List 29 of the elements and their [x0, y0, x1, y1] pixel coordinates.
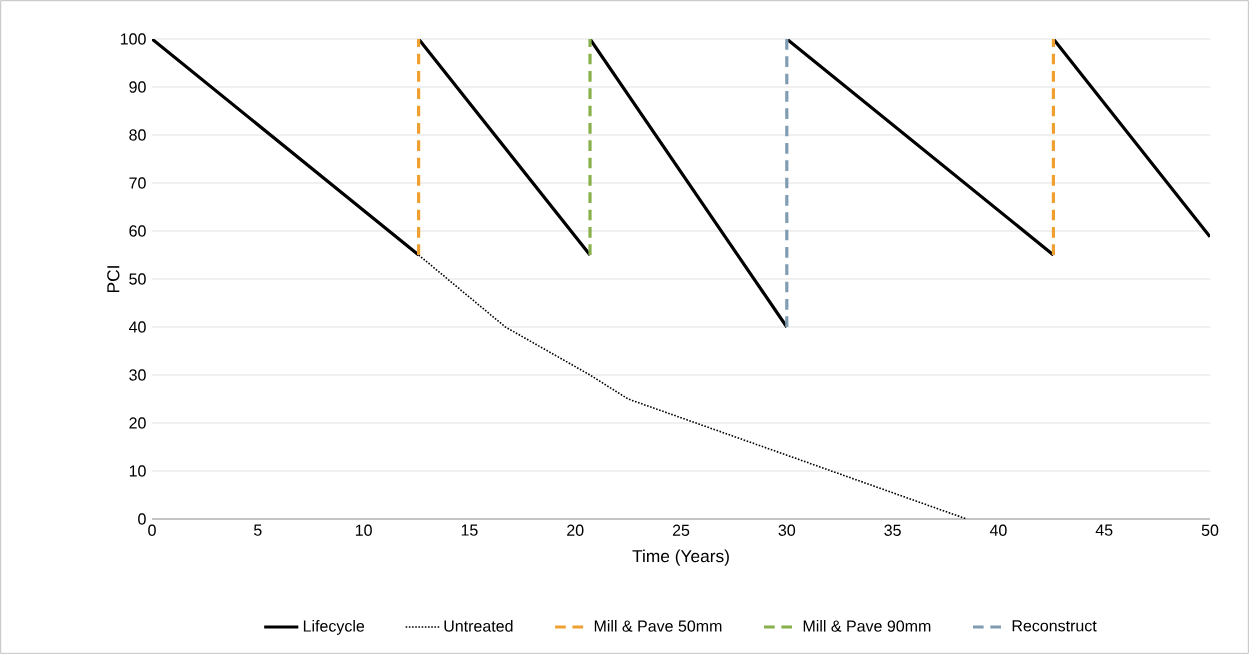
x-tick-label: 20	[567, 524, 584, 536]
y-tick-label: 100	[120, 33, 146, 45]
x-tick-label: 40	[989, 524, 1007, 536]
legend-label: Lifecycle	[303, 620, 365, 635]
y-tick-label: 40	[128, 321, 146, 333]
legend-label: Reconstruct	[1012, 620, 1097, 632]
x-tick-label: 25	[672, 524, 690, 536]
legend-label: Mill & Pave 90mm	[803, 620, 931, 632]
x-tick-label: 50	[1201, 524, 1219, 536]
y-tick-label: 0	[138, 513, 146, 525]
y-tick-label: 60	[129, 225, 146, 237]
x-tick-label: 30	[778, 524, 796, 536]
y-tick-label: 30	[129, 369, 146, 381]
x-tick-label: 15	[461, 524, 478, 536]
x-tick-label: 5	[254, 524, 262, 536]
x-axis-title: Time (Years)	[632, 549, 729, 566]
y-tick-label: 10	[129, 465, 146, 477]
x-tick-label: 35	[884, 524, 901, 536]
y-axis-title: PCI	[107, 266, 120, 293]
y-tick-label: 50	[129, 273, 146, 285]
legend-label: Untreated	[444, 620, 513, 632]
legend-label: Mill & Pave 50mm	[594, 620, 722, 632]
y-tick-label: 90	[129, 81, 146, 93]
y-tick-label: 20	[129, 417, 146, 429]
y-tick-label: 80	[129, 129, 146, 141]
x-tick-label: 0	[148, 524, 156, 536]
x-tick-label: 45	[1095, 524, 1113, 536]
x-tick-label: 10	[355, 524, 372, 536]
y-tick-label: 70	[129, 177, 146, 189]
